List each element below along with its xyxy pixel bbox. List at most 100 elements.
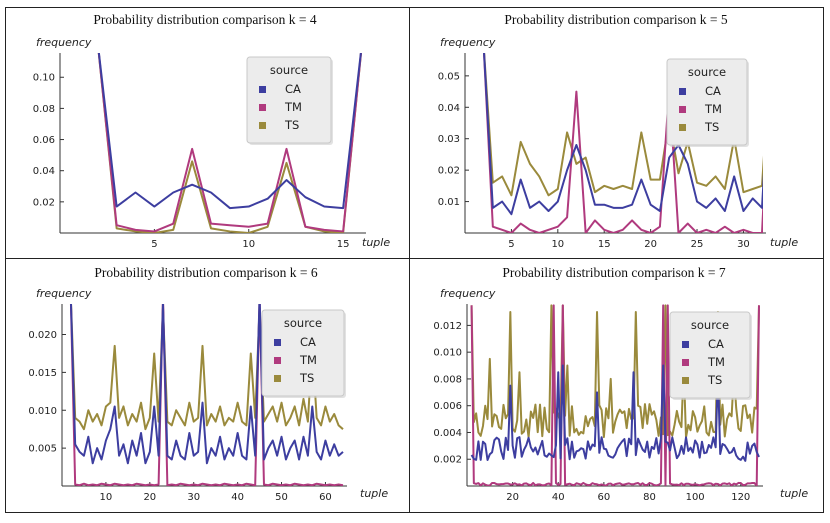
legend-title: source [691, 318, 729, 332]
y-tick-label: 0.008 [433, 374, 462, 385]
x-tick-label: 10 [551, 239, 564, 250]
y-tick-label: 0.004 [433, 428, 462, 439]
legend-box [261, 309, 345, 397]
legend-swatch-tm [259, 104, 266, 111]
x-tick-label: 30 [737, 239, 750, 250]
x-tick-label: 120 [731, 492, 750, 503]
x-tick-label: 10 [242, 239, 255, 250]
y-tick-label: 0.04 [438, 103, 460, 114]
y-tick-label: 0.02 [33, 197, 55, 208]
legend-swatch-ca [259, 86, 266, 93]
y-axis-label: frequency [440, 36, 496, 49]
series-line-ca [97, 53, 362, 210]
chart-panel-3: Probability distribution comparison k = … [28, 265, 388, 503]
chart-title: Probability distribution comparison k = … [93, 12, 316, 27]
x-tick-label: 5 [508, 239, 514, 250]
legend-label-tm: TM [299, 353, 317, 367]
legend-swatch-ts [274, 375, 281, 382]
x-tick-label: 30 [187, 492, 200, 503]
legend-swatch-tm [682, 359, 689, 366]
legend-swatch-tm [274, 357, 281, 364]
legend-label-ts: TS [299, 371, 314, 385]
x-tick-label: 60 [319, 492, 332, 503]
chart-title: Probability distribution comparison k = … [504, 12, 727, 27]
x-tick-label: 40 [231, 492, 244, 503]
legend-label-ts: TS [707, 373, 722, 387]
legend-label-ts: TS [704, 120, 719, 134]
legend-label-tm: TM [284, 100, 302, 114]
panel-frame-k7 [409, 258, 824, 513]
x-tick-label: 25 [691, 239, 704, 250]
y-tick-label: 0.010 [433, 348, 462, 359]
x-tick-label: 15 [337, 239, 350, 250]
legend-box [666, 58, 748, 146]
legend: source CA TM TS [666, 58, 749, 147]
legend-label-tm: TM [707, 355, 725, 369]
y-axis-label: frequency [36, 36, 92, 49]
series-line-tm [69, 304, 344, 486]
y-tick-label: 0.04 [33, 166, 55, 177]
legend-swatch-tm [679, 106, 686, 113]
legend-swatch-ca [682, 341, 689, 348]
x-tick-label: 20 [143, 492, 156, 503]
legend-box [246, 56, 332, 144]
x-tick-label: 40 [552, 492, 565, 503]
x-tick-label: 50 [275, 492, 288, 503]
y-tick-label: 0.010 [28, 406, 57, 417]
series-line-tm [97, 53, 363, 233]
legend-label-ts: TS [284, 118, 299, 132]
series-line-ca [470, 364, 760, 462]
legend: source CA TM TS [669, 311, 752, 400]
series-line-ts [483, 53, 763, 197]
x-tick-label: 15 [598, 239, 611, 250]
chart-title: Probability distribution comparison k = … [94, 265, 317, 280]
legend-label-tm: TM [704, 102, 722, 116]
x-tick-label: 20 [644, 239, 657, 250]
legend-swatch-ca [679, 88, 686, 95]
x-tick-label: 80 [643, 492, 656, 503]
series-line-ca [69, 304, 344, 465]
y-axis-label: frequency [36, 287, 92, 300]
y-tick-label: 0.08 [33, 104, 55, 115]
chart-panel-4: Probability distribution comparison k = … [433, 265, 808, 503]
x-axis-label: tuple [360, 487, 388, 500]
legend: source CA TM TS [261, 309, 346, 398]
series-line-ts [470, 304, 760, 439]
x-axis-label: tuple [770, 236, 798, 249]
legend-label-ca: CA [285, 82, 301, 96]
series-line-ts [70, 304, 344, 431]
y-tick-label: 0.006 [433, 401, 462, 412]
series-line-tm [470, 304, 760, 486]
legend-swatch-ts [679, 124, 686, 131]
y-axis-label: frequency [440, 287, 496, 300]
y-tick-label: 0.05 [438, 71, 460, 82]
x-axis-label: tuple [362, 236, 390, 249]
legend-title: source [688, 65, 726, 79]
legend-box [669, 311, 751, 399]
legend-swatch-ts [259, 122, 266, 129]
y-tick-label: 0.020 [28, 330, 57, 341]
series-line-ts [97, 53, 363, 233]
legend-label-ca: CA [708, 337, 724, 351]
y-tick-label: 0.02 [438, 166, 460, 177]
legend-label-ca: CA [705, 84, 721, 98]
legend-label-ca: CA [300, 335, 316, 349]
x-tick-label: 5 [151, 239, 157, 250]
legend: source CA TM TS [246, 56, 333, 145]
y-tick-label: 0.10 [33, 73, 55, 84]
x-tick-label: 100 [686, 492, 705, 503]
y-tick-label: 0.01 [438, 197, 460, 208]
legend-swatch-ca [274, 339, 281, 346]
chart-panel-1: Probability distribution comparison k = … [33, 12, 391, 250]
y-tick-label: 0.015 [28, 368, 57, 379]
y-tick-label: 0.03 [438, 134, 460, 145]
chart-panel-2: Probability distribution comparison k = … [438, 12, 799, 250]
x-tick-label: 60 [598, 492, 611, 503]
chart-title: Probability distribution comparison k = … [502, 265, 725, 280]
legend-title: source [270, 63, 308, 77]
legend-title: source [284, 316, 322, 330]
x-tick-label: 10 [100, 492, 113, 503]
series-line-tm [482, 53, 763, 233]
